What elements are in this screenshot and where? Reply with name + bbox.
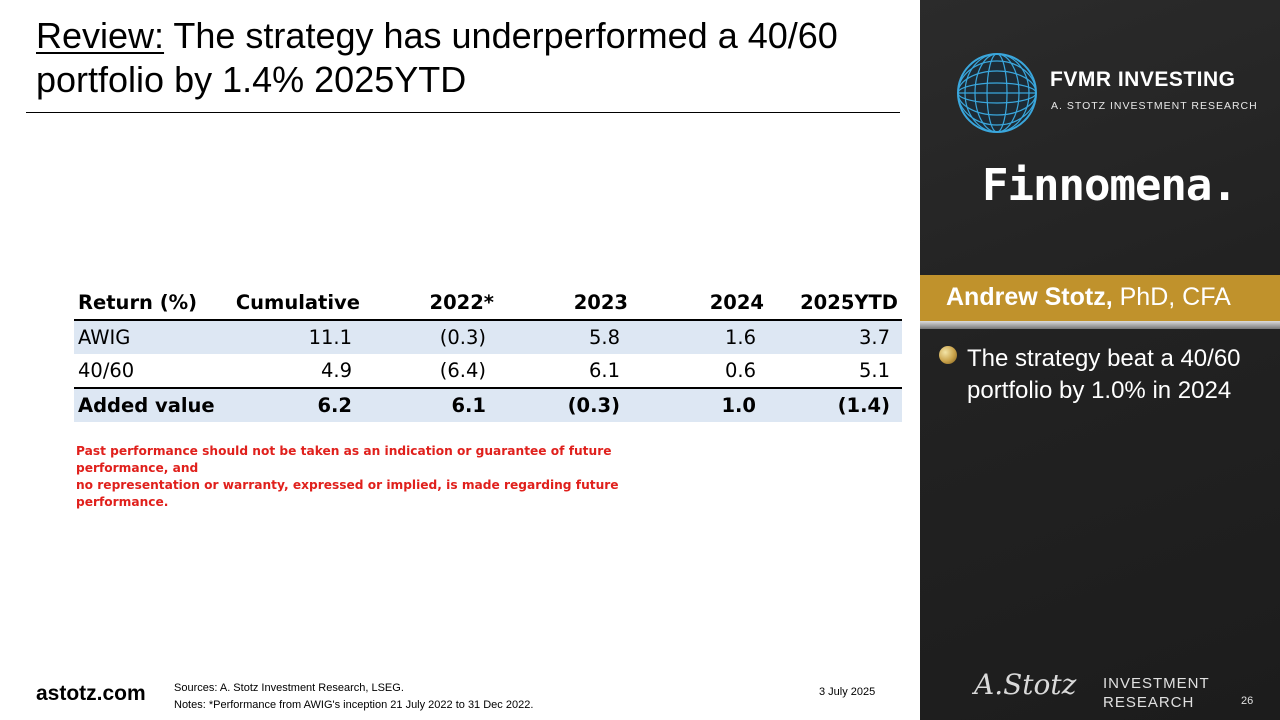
table-cell: 1.6 xyxy=(632,320,768,354)
disclaimer-line: Past performance should not be taken as … xyxy=(76,444,612,475)
table-row: 40/60 4.9 (6.4) 6.1 0.6 5.1 xyxy=(74,354,902,388)
table-cell: 6.2 xyxy=(226,387,364,422)
presenter-name: Andrew Stotz, xyxy=(946,283,1113,311)
company-logo-text: INVESTMENT RESEARCH xyxy=(1103,674,1210,712)
table-cell: (0.3) xyxy=(364,320,498,354)
row-label: 40/60 xyxy=(78,359,135,382)
logo-line: INVESTMENT xyxy=(1103,675,1210,692)
slide-title: Review: The strategy has underperformed … xyxy=(36,14,896,102)
header-cumulative: Cumulative xyxy=(226,286,364,321)
partner-logo: Finnomena. xyxy=(982,160,1238,211)
site-link[interactable]: astotz.com xyxy=(36,682,146,705)
notes-text: Notes: *Performance from AWIG's inceptio… xyxy=(174,699,534,711)
table-row-total: Added value 6.2 6.1 (0.3) 1.0 (1.4) xyxy=(74,387,902,422)
footer-notes: Sources: A. Stotz Investment Research, L… xyxy=(174,680,533,714)
signature-logo: A.Stotz xyxy=(974,668,1077,701)
returns-table: Return (%) Cumulative 2022* 2023 2024 20… xyxy=(74,286,902,422)
table-header-row: Return (%) Cumulative 2022* 2023 2024 20… xyxy=(74,286,902,321)
table-cell: 6.1 xyxy=(364,387,498,422)
brand-subtitle: A. STOTZ INVESTMENT RESEARCH xyxy=(1051,100,1258,112)
table-cell: 1.0 xyxy=(632,387,768,422)
table-row: AWIG 11.1 (0.3) 5.8 1.6 3.7 xyxy=(74,320,902,354)
title-text: The strategy has underperformed a 40/60 … xyxy=(36,15,838,100)
table-cell: 6.1 xyxy=(588,359,620,382)
globe-logo-icon xyxy=(957,53,1037,133)
table-cell: (6.4) xyxy=(439,359,486,382)
bullet-icon xyxy=(939,346,957,364)
row-label: Added value xyxy=(74,387,226,422)
row-label: AWIG xyxy=(74,320,226,354)
table-cell: (1.4) xyxy=(768,387,902,422)
disclaimer-line: no representation or warranty, expressed… xyxy=(76,478,619,509)
table-cell: 4.9 xyxy=(320,359,352,382)
title-divider xyxy=(26,112,900,113)
slide-date: 3 July 2025 xyxy=(819,686,876,698)
header-return: Return (%) xyxy=(74,286,226,321)
table-cell: 5.1 xyxy=(858,359,890,382)
table-cell: 5.8 xyxy=(498,320,632,354)
presenter-credentials: PhD, CFA xyxy=(1112,283,1231,311)
header-2025ytd: 2025YTD xyxy=(768,286,902,321)
header-2024: 2024 xyxy=(632,286,768,321)
brand-name: FVMR INVESTING xyxy=(1050,68,1236,91)
page-number: 26 xyxy=(1241,695,1254,707)
bullet-text: The strategy beat a 40/60 portfolio by 1… xyxy=(967,345,1241,404)
header-2023: 2023 xyxy=(498,286,632,321)
table-cell: (0.3) xyxy=(498,387,632,422)
title-prefix: Review: xyxy=(36,15,165,56)
presenter-bar-shadow xyxy=(920,321,1280,329)
disclaimer: Past performance should not be taken as … xyxy=(76,443,696,511)
logo-line: RESEARCH xyxy=(1103,694,1195,711)
table-cell: 11.1 xyxy=(226,320,364,354)
header-2022: 2022* xyxy=(364,286,498,321)
sources-text: Sources: A. Stotz Investment Research, L… xyxy=(174,682,404,694)
presenter-bar: Andrew Stotz, PhD, CFA xyxy=(920,275,1280,321)
table-cell: 0.6 xyxy=(724,359,756,382)
table-cell: 3.7 xyxy=(768,320,902,354)
